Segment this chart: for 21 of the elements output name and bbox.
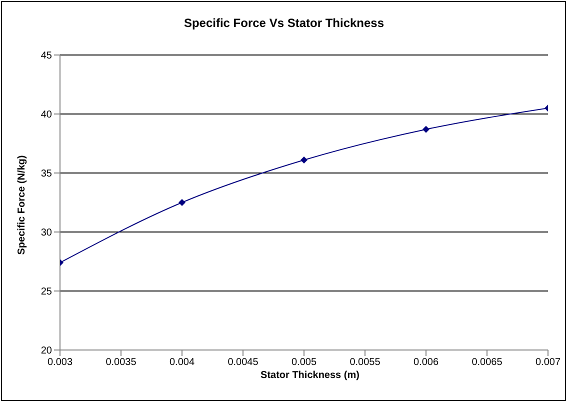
x-tick-label: 0.007: [535, 357, 561, 368]
x-tick-label: 0.0055: [350, 357, 381, 368]
x-tick-label: 0.005: [291, 357, 317, 368]
y-axis-title: Specific Force (N/kg): [16, 155, 28, 255]
y-tick-label: 25: [40, 286, 52, 298]
y-tick-label: 20: [40, 346, 52, 357]
y-tick-label: 45: [40, 50, 52, 62]
x-tick-label: 0.0065: [472, 357, 503, 368]
x-tick-label: 0.0035: [106, 357, 137, 368]
x-tick-label: 0.003: [47, 357, 73, 368]
y-tick-label: 40: [40, 110, 52, 121]
point: [178, 199, 186, 206]
chart-title: Specific Force Vs Stator Thickness: [182, 16, 386, 30]
y-tick-label: 35: [40, 168, 52, 180]
x-tick-label: 0.006: [413, 357, 439, 368]
x-axis-title: Stator Thickness (m): [260, 370, 360, 381]
point: [422, 126, 430, 133]
x-tick-label: 0.0045: [228, 357, 259, 368]
x-tick-label: 0.004: [169, 357, 195, 368]
y-tick-label: 30: [40, 228, 52, 239]
point: [300, 156, 308, 164]
